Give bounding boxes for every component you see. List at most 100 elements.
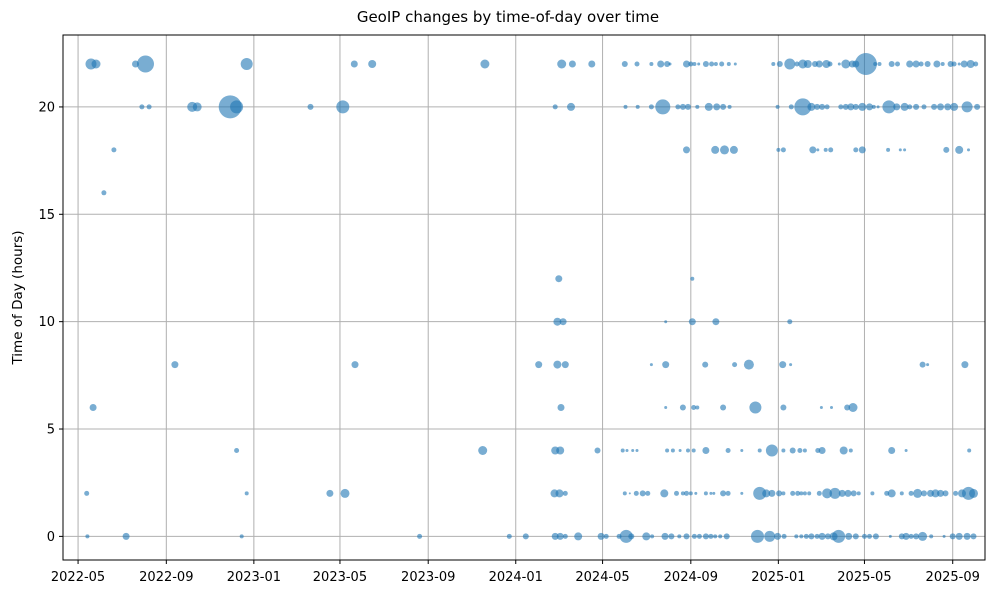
data-point <box>702 533 709 540</box>
data-point <box>844 404 851 411</box>
x-tick-label: 2024-01 <box>489 570 543 585</box>
data-point <box>645 490 651 496</box>
data-point <box>918 531 928 541</box>
data-point <box>553 360 562 369</box>
data-point <box>709 61 715 67</box>
data-point <box>960 60 968 68</box>
data-point <box>887 489 896 498</box>
data-point <box>639 490 646 497</box>
data-point <box>650 534 655 539</box>
data-point <box>567 102 575 111</box>
data-point <box>888 534 892 538</box>
data-point <box>781 448 786 453</box>
data-point <box>718 534 723 539</box>
data-point <box>822 488 833 499</box>
data-point <box>713 62 718 66</box>
data-point <box>902 532 910 540</box>
data-point <box>895 61 900 67</box>
grid-lines <box>63 35 985 560</box>
data-point <box>562 533 568 539</box>
data-point <box>899 491 904 496</box>
data-point <box>852 103 859 110</box>
data-point <box>732 362 738 368</box>
data-point <box>942 490 949 497</box>
data-point <box>929 534 934 539</box>
data-point <box>837 62 841 66</box>
data-point <box>649 62 654 66</box>
data-point <box>635 449 639 452</box>
chart-title: GeoIP changes by time-of-day over time <box>357 8 659 26</box>
data-point <box>556 446 565 455</box>
data-point <box>655 99 671 115</box>
data-point <box>708 533 714 539</box>
data-point <box>921 104 927 110</box>
data-point <box>631 449 635 452</box>
data-point <box>702 361 709 368</box>
data-point <box>664 406 668 409</box>
data-point <box>619 529 633 543</box>
data-point <box>862 533 867 539</box>
data-point <box>966 60 975 68</box>
axes-ticks: 2022-05 2022-09 2023-01 2023-05 2023-09 2024-… <box>38 100 979 585</box>
data-point <box>634 61 640 67</box>
data-point <box>621 61 628 67</box>
data-point <box>230 100 244 114</box>
data-point <box>557 404 565 411</box>
data-point <box>692 62 697 66</box>
data-point <box>84 490 90 496</box>
data-point <box>919 361 926 368</box>
data-point <box>912 60 920 68</box>
data-point <box>683 60 690 68</box>
data-point <box>888 61 895 67</box>
data-point <box>955 532 963 540</box>
data-point <box>949 533 956 540</box>
data-point <box>807 102 816 111</box>
data-point <box>726 62 731 66</box>
x-tick-label: 2025-09 <box>926 570 980 585</box>
data-point <box>91 59 101 69</box>
data-point <box>955 145 964 154</box>
data-point <box>662 361 670 369</box>
data-point <box>768 489 776 497</box>
data-point <box>660 489 669 498</box>
data-point <box>597 532 605 540</box>
data-point <box>809 146 817 154</box>
data-point <box>679 404 686 411</box>
data-point <box>691 405 697 410</box>
data-point <box>691 533 697 539</box>
data-point <box>904 449 908 452</box>
data-point <box>803 60 812 68</box>
data-point <box>963 532 971 540</box>
data-point <box>628 492 631 495</box>
data-point <box>953 490 959 496</box>
data-point <box>794 98 812 116</box>
data-point <box>594 447 601 454</box>
data-point <box>814 533 820 539</box>
data-point <box>588 60 596 68</box>
data-point <box>709 491 713 495</box>
y-tick-label: 10 <box>38 315 55 330</box>
data-point <box>794 61 800 67</box>
data-point <box>336 100 350 114</box>
data-point <box>967 148 970 152</box>
data-point <box>787 319 793 325</box>
data-point <box>870 491 875 496</box>
data-point <box>850 490 857 497</box>
data-point <box>824 104 830 110</box>
data-point <box>562 490 568 496</box>
data-point <box>684 490 689 496</box>
data-point <box>802 448 807 453</box>
data-point <box>764 530 776 542</box>
data-point <box>951 61 957 67</box>
data-point <box>774 532 782 540</box>
data-point <box>839 446 848 455</box>
data-point <box>623 104 628 109</box>
data-point <box>913 488 923 498</box>
data-point <box>762 489 771 498</box>
data-point <box>628 533 635 540</box>
data-point <box>690 276 695 281</box>
data-point <box>867 533 872 539</box>
data-point <box>696 533 702 539</box>
data-point <box>829 487 841 499</box>
data-point <box>171 361 179 369</box>
